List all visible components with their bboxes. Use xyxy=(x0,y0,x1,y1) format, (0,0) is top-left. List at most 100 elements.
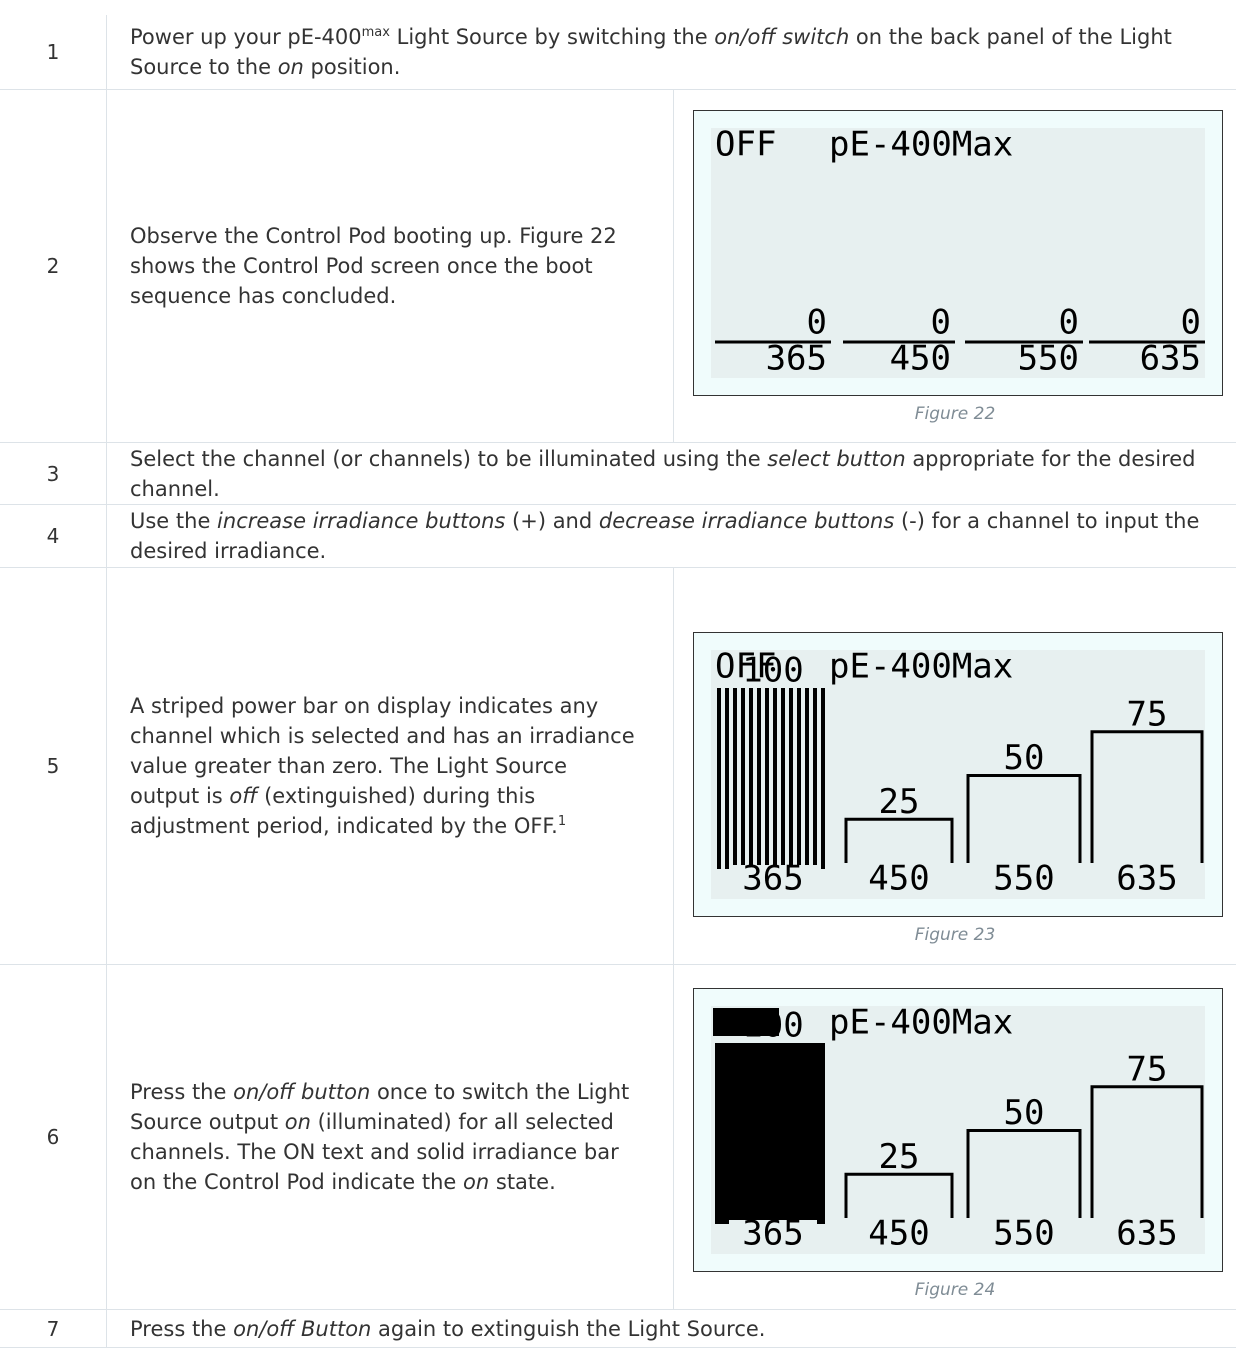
text-run: once to switch the Light Source output xyxy=(130,1080,630,1134)
step-row: 6 Press the on/off button once to switch … xyxy=(0,965,1236,1310)
step-text: Press the on/off Button again to extingu… xyxy=(106,1310,1236,1347)
text-run: (-) for a channel to input the desired i… xyxy=(130,509,1200,563)
irradiance-bar xyxy=(844,1172,954,1218)
irradiance-bar xyxy=(966,1129,1082,1218)
channel-wavelength: 450 xyxy=(868,859,929,899)
text-run: (+) and xyxy=(505,509,599,533)
text-run: (illuminated) for all selected channels.… xyxy=(130,1110,619,1194)
status-text: OFF xyxy=(715,125,776,165)
lcd-screen: OFF pE-400Max 100 365 25 450 50 550 75 635 xyxy=(693,632,1223,917)
irradiance-bar xyxy=(1090,1085,1204,1218)
figure-caption: Figure 22 xyxy=(914,404,996,424)
label-bg xyxy=(1103,1220,1191,1250)
channel-wavelength: 550 xyxy=(993,859,1054,899)
emphasis: on/off button xyxy=(233,1080,371,1104)
irradiance-bar xyxy=(966,774,1082,863)
channel-wavelength: 450 xyxy=(868,1214,929,1254)
step-number: 4 xyxy=(0,505,107,567)
label-bg xyxy=(855,865,943,895)
channel-wavelength: 550 xyxy=(1018,339,1079,379)
emphasis: on/off Button xyxy=(233,1316,372,1341)
figure-caption: Figure 23 xyxy=(914,925,996,945)
text-run: A striped power bar on display indicates… xyxy=(130,694,635,808)
channel-wavelength: 550 xyxy=(993,1214,1054,1254)
text-run: on the back panel of the Light Source to… xyxy=(130,25,1172,79)
channel-value: 0 xyxy=(807,303,827,343)
emphasis: select button xyxy=(767,446,906,471)
irradiance-bar xyxy=(1090,730,1204,863)
step-number: 1 xyxy=(0,15,107,89)
model-text: pE-400Max xyxy=(829,125,1013,165)
paragraph: Observe the Control Pod booting up. Figu… xyxy=(130,221,640,311)
channel-value: 50 xyxy=(1004,1093,1045,1133)
step-row: 2 Observe the Control Pod booting up. Fig… xyxy=(0,90,1236,443)
step-number: 2 xyxy=(0,90,107,442)
channel-value: 0 xyxy=(1181,303,1201,343)
paragraph: Press the on/off button once to switch t… xyxy=(130,1077,640,1197)
text-run: again to extinguish the Light Source. xyxy=(371,1316,766,1341)
step-number: 7 xyxy=(0,1310,107,1347)
paragraph: A striped power bar on display indicates… xyxy=(130,691,640,841)
lcd-screen: ON pE-400Max 100 365 25 450 50 550 75 635 xyxy=(693,988,1223,1272)
channel-wavelength: 635 xyxy=(1116,859,1177,899)
irradiance-bar xyxy=(844,817,954,863)
channel-value: 50 xyxy=(1004,738,1045,778)
channel-value: 25 xyxy=(879,782,920,822)
text-run: state. xyxy=(489,1170,556,1194)
status-highlight xyxy=(713,1008,779,1036)
text-run: Press the xyxy=(130,1080,234,1104)
channel-value: 100 xyxy=(742,651,803,691)
emphasis: on xyxy=(284,1110,311,1134)
step-row: 3 Select the channel (or channels) to be … xyxy=(0,443,1236,505)
irradiance-bar xyxy=(715,688,825,869)
emphasis: on xyxy=(463,1170,490,1194)
text-run: (extinguished) during this adjustment pe… xyxy=(130,784,558,838)
channel-value: 0 xyxy=(1059,303,1079,343)
channel-value: 75 xyxy=(1127,694,1168,734)
channel-wavelength: 635 xyxy=(1116,1214,1177,1254)
irradiance-bar xyxy=(715,1043,825,1224)
step-row: 1 Power up your pE-400max Light Source by… xyxy=(0,15,1236,90)
paragraph: Power up your pE-400max Light Source by … xyxy=(130,22,1212,82)
text-run: appropriate for the desired channel. xyxy=(130,446,1196,501)
emphasis: increase irradiance buttons xyxy=(217,509,506,533)
model-text: pE-400Max xyxy=(829,1003,1013,1043)
channel-value: 25 xyxy=(879,1137,920,1177)
model-text: pE-400Max xyxy=(829,647,1013,687)
paragraph: Select the channel (or channels) to be i… xyxy=(130,444,1212,504)
lcd-area xyxy=(711,128,1205,378)
label-bg xyxy=(980,865,1068,895)
step-text: Power up your pE-400max Light Source by … xyxy=(106,15,1236,89)
emphasis: off xyxy=(229,784,258,808)
figure-cell: OFF pE-400Max 100 365 25 450 50 550 75 635 Figure … xyxy=(673,568,1236,964)
paragraph: Press the on/off Button again to extingu… xyxy=(130,1314,1212,1344)
text-run: Observe the Control Pod booting up. Figu… xyxy=(130,224,617,308)
channel-wavelength: 450 xyxy=(890,339,951,379)
emphasis: on/off switch xyxy=(714,25,850,49)
step-text: Press the on/off button once to switch t… xyxy=(106,965,673,1309)
step-number: 5 xyxy=(0,568,107,964)
text-run: Press the xyxy=(130,1316,234,1341)
label-bg xyxy=(980,1220,1068,1250)
superscript: 1 xyxy=(557,814,567,829)
text-run: Power up your pE-400 xyxy=(130,25,362,49)
step-text: Use the increase irradiance buttons (+) … xyxy=(106,505,1236,567)
figure-cell: ON pE-400Max 100 365 25 450 50 550 75 635 Figure 2… xyxy=(673,965,1236,1309)
channel-wavelength: 365 xyxy=(742,859,803,899)
label-bg xyxy=(1103,865,1191,895)
figure-caption: Figure 24 xyxy=(914,1280,996,1300)
emphasis: on xyxy=(277,55,304,79)
status-text: OFF xyxy=(715,647,776,687)
step-number: 3 xyxy=(0,443,107,504)
channel-wavelength: 365 xyxy=(766,339,827,379)
figure-cell: OFF pE-400Max 0 365 0 450 0 550 0 635 Figure 22 xyxy=(673,90,1236,442)
text-run: Use the xyxy=(130,509,218,533)
status-text: ON xyxy=(715,1003,756,1043)
emphasis: decrease irradiance buttons xyxy=(598,509,895,533)
text-run: position. xyxy=(303,55,401,79)
paragraph: Use the increase irradiance buttons (+) … xyxy=(130,506,1212,566)
step-text: Observe the Control Pod booting up. Figu… xyxy=(106,90,673,442)
